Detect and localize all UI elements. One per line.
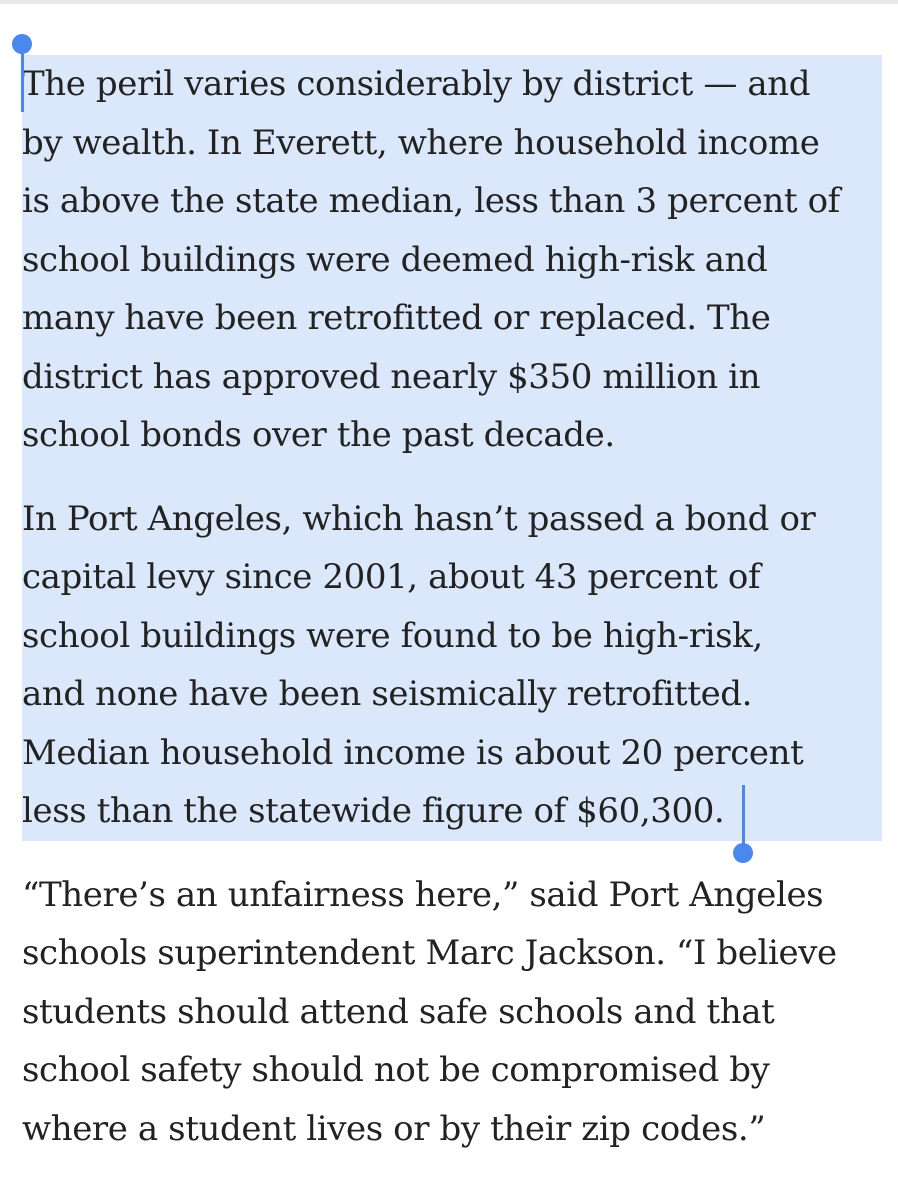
text-line[interactable]: school bonds over the past decade. xyxy=(22,406,882,465)
text-line[interactable]: by wealth. In Everett, where household i… xyxy=(22,113,882,172)
selected-paragraph-gap xyxy=(22,464,882,490)
text-line[interactable]: many have been retrofitted or replaced. … xyxy=(22,289,882,348)
selection-start-handle[interactable] xyxy=(21,50,24,112)
text-line[interactable]: The peril varies considerably by distric… xyxy=(22,55,882,114)
text-line[interactable]: schools superintendent Marc Jackson. “I … xyxy=(22,933,837,973)
selection-end-handle[interactable] xyxy=(742,785,745,845)
text-line[interactable]: is above the state median, less than 3 p… xyxy=(22,172,882,231)
selection-end-handle-knob[interactable] xyxy=(733,843,753,863)
text-line[interactable]: Median household income is about 20 perc… xyxy=(22,723,882,782)
text-line[interactable]: and none have been seismically retrofitt… xyxy=(22,665,882,724)
text-line[interactable]: where a student lives or by their zip co… xyxy=(22,1108,766,1149)
text-line[interactable]: school buildings were found to be high-r… xyxy=(22,606,882,665)
text-line[interactable]: school buildings were deemed high-risk a… xyxy=(22,230,882,289)
paragraph-port-angeles[interactable]: In Port Angeles, which hasn’t passed a b… xyxy=(22,489,882,841)
paragraph-everett[interactable]: The peril varies considerably by distric… xyxy=(22,55,882,465)
text-line[interactable]: district has approved nearly $350 millio… xyxy=(22,347,882,406)
text-line[interactable]: “There’s an unfairness here,” said Port … xyxy=(22,874,824,915)
text-line[interactable]: In Port Angeles, which hasn’t passed a b… xyxy=(22,489,882,548)
text-line[interactable]: less than the statewide figure of $60,30… xyxy=(22,782,882,841)
paragraph-quote[interactable]: “There’s an unfairness here,” said Port … xyxy=(22,866,882,1159)
selection-start-handle-knob[interactable] xyxy=(12,34,32,54)
text-line[interactable]: capital levy since 2001, about 43 percen… xyxy=(22,548,882,607)
text-line[interactable]: students should attend safe schools and … xyxy=(22,991,775,1032)
article-body[interactable]: The peril varies considerably by distric… xyxy=(22,55,882,1158)
top-divider xyxy=(0,0,898,4)
paragraph-gap xyxy=(22,841,882,866)
text-line[interactable]: school safety should not be compromised … xyxy=(22,1050,770,1090)
